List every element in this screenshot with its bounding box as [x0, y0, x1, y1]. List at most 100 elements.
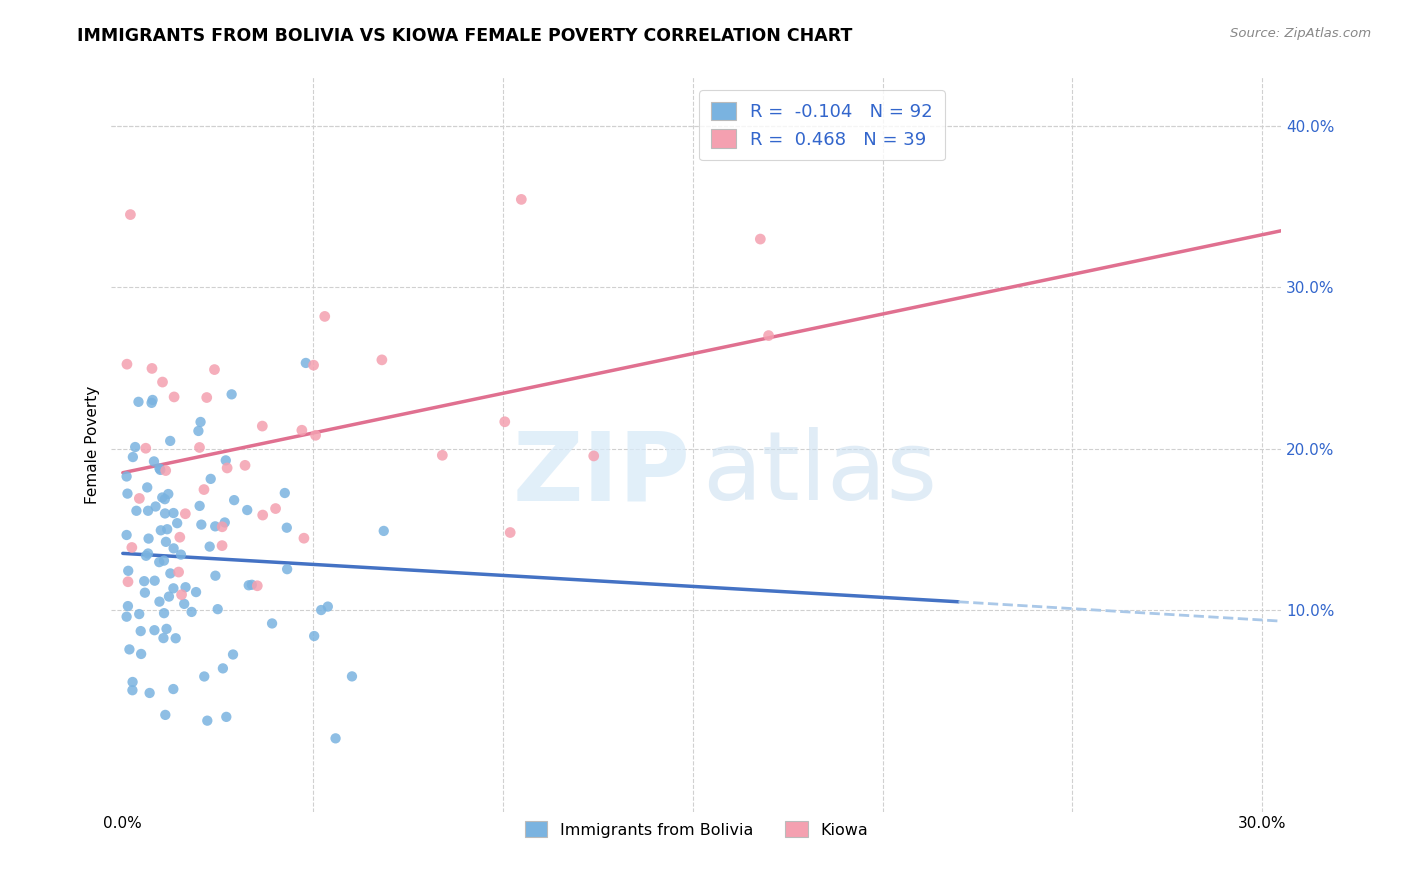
Point: [262, 616, 284, 631]
Point: [159, 434, 181, 448]
Point: [152, 631, 174, 645]
Point: [155, 707, 177, 722]
Text: ZIP: ZIP: [513, 427, 690, 520]
Point: [125, 504, 148, 518]
Point: [115, 609, 138, 624]
Point: [142, 454, 165, 468]
Point: [153, 507, 176, 521]
Point: [276, 521, 298, 535]
Point: [200, 472, 222, 486]
Point: [148, 594, 170, 608]
Point: [494, 415, 516, 429]
Point: [128, 607, 150, 621]
Point: [143, 574, 166, 588]
Y-axis label: Female Poverty: Female Poverty: [86, 385, 100, 504]
Point: [215, 710, 238, 724]
Text: Source: ZipAtlas.com: Source: ZipAtlas.com: [1230, 27, 1371, 40]
Point: [373, 524, 395, 538]
Text: atlas: atlas: [702, 427, 938, 520]
Point: [188, 441, 211, 455]
Point: [204, 519, 226, 533]
Point: [134, 574, 156, 589]
Point: [582, 449, 605, 463]
Point: [169, 530, 191, 544]
Point: [136, 480, 159, 494]
Point: [120, 208, 142, 222]
Point: [170, 588, 193, 602]
Point: [115, 528, 138, 542]
Point: [252, 508, 274, 522]
Point: [155, 464, 177, 478]
Point: [180, 605, 202, 619]
Point: [128, 491, 150, 506]
Point: [136, 504, 159, 518]
Point: [155, 534, 177, 549]
Point: [153, 492, 176, 507]
Point: [115, 469, 138, 483]
Point: [215, 453, 238, 467]
Point: [135, 549, 157, 563]
Point: [340, 669, 363, 683]
Point: [155, 622, 177, 636]
Point: [190, 517, 212, 532]
Point: [150, 491, 173, 505]
Point: [187, 424, 209, 438]
Point: [292, 531, 315, 545]
Point: [274, 486, 297, 500]
Point: [153, 606, 176, 620]
Point: [193, 669, 215, 683]
Point: [136, 547, 159, 561]
Point: [758, 328, 780, 343]
Point: [141, 361, 163, 376]
Point: [246, 579, 269, 593]
Point: [371, 352, 394, 367]
Point: [162, 506, 184, 520]
Point: [316, 599, 339, 614]
Point: [118, 642, 141, 657]
Point: [162, 681, 184, 696]
Point: [148, 461, 170, 475]
Point: [304, 428, 326, 442]
Point: [749, 232, 772, 246]
Point: [198, 540, 221, 554]
Point: [240, 578, 263, 592]
Point: [195, 391, 218, 405]
Point: [314, 310, 336, 324]
Point: [238, 578, 260, 592]
Point: [214, 516, 236, 530]
Point: [212, 661, 235, 675]
Point: [211, 539, 233, 553]
Point: [148, 555, 170, 569]
Point: [291, 423, 314, 437]
Point: [138, 686, 160, 700]
Point: [159, 566, 181, 581]
Point: [145, 500, 167, 514]
Point: [174, 580, 197, 594]
Point: [173, 597, 195, 611]
Point: [184, 585, 207, 599]
Point: [233, 458, 256, 473]
Point: [115, 357, 138, 371]
Point: [149, 463, 172, 477]
Point: [162, 582, 184, 596]
Point: [149, 524, 172, 538]
Point: [432, 448, 454, 462]
Point: [170, 548, 193, 562]
Point: [117, 599, 139, 613]
Point: [117, 486, 139, 500]
Point: [157, 487, 180, 501]
Point: [138, 532, 160, 546]
Point: [302, 358, 325, 372]
Point: [152, 375, 174, 389]
Point: [143, 624, 166, 638]
Point: [156, 522, 179, 536]
Point: [252, 419, 274, 434]
Point: [221, 387, 243, 401]
Point: [195, 714, 218, 728]
Point: [121, 683, 143, 698]
Point: [157, 590, 180, 604]
Point: [129, 624, 152, 638]
Text: IMMIGRANTS FROM BOLIVIA VS KIOWA FEMALE POVERTY CORRELATION CHART: IMMIGRANTS FROM BOLIVIA VS KIOWA FEMALE …: [77, 27, 852, 45]
Point: [142, 392, 165, 407]
Point: [135, 442, 157, 456]
